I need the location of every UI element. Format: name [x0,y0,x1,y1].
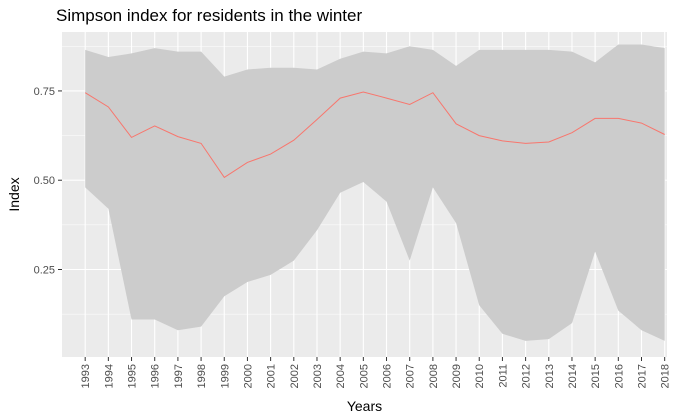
x-tick-label: 2016 [613,364,625,388]
x-tick-label: 2015 [590,364,602,388]
x-tick-label: 2014 [567,364,579,388]
confidence-ribbon [85,44,665,341]
x-tick-label: 2000 [242,364,254,388]
x-tick-label: 2011 [497,364,509,388]
y-axis: 0.25 0.50 0.75 [34,86,62,277]
x-tick-label: 2005 [358,364,370,388]
x-tick-label: 2017 [637,364,649,388]
x-tick-label: 1994 [103,364,115,388]
x-tick-label: 2002 [289,364,301,388]
x-tick-label: 2018 [660,364,672,388]
x-tick-label: 1995 [127,364,139,388]
x-tick-label: 2009 [451,364,463,388]
x-tick-label: 2004 [335,364,347,388]
x-tick-label: 1993 [80,364,92,388]
x-tick-label: 1997 [173,364,185,388]
x-tick-label: 2001 [266,364,278,388]
y-tick-label: 0.50 [34,175,55,187]
x-tick-label: 2008 [428,364,440,388]
x-tick-label: 2012 [521,364,533,388]
x-tick-label: 1996 [150,364,162,388]
y-tick-label: 0.75 [34,86,55,98]
x-tick-label: 1999 [219,364,231,388]
x-axis-title: Years [347,398,382,414]
x-tick-label: 2007 [405,364,417,388]
x-tick-label: 1998 [196,364,208,388]
y-axis-title: Index [6,177,22,211]
chart-title: Simpson index for residents in the winte… [56,6,363,25]
x-tick-label: 2013 [544,364,556,388]
x-axis: 1993 1994 1995 1996 1997 1998 1999 2000 2001 2002… [80,357,672,388]
x-tick-label: 2003 [312,364,324,388]
x-tick-label: 2006 [382,364,394,388]
y-tick-label: 0.25 [34,265,55,277]
series-line [84,91,665,179]
x-tick-label: 2010 [474,364,486,388]
